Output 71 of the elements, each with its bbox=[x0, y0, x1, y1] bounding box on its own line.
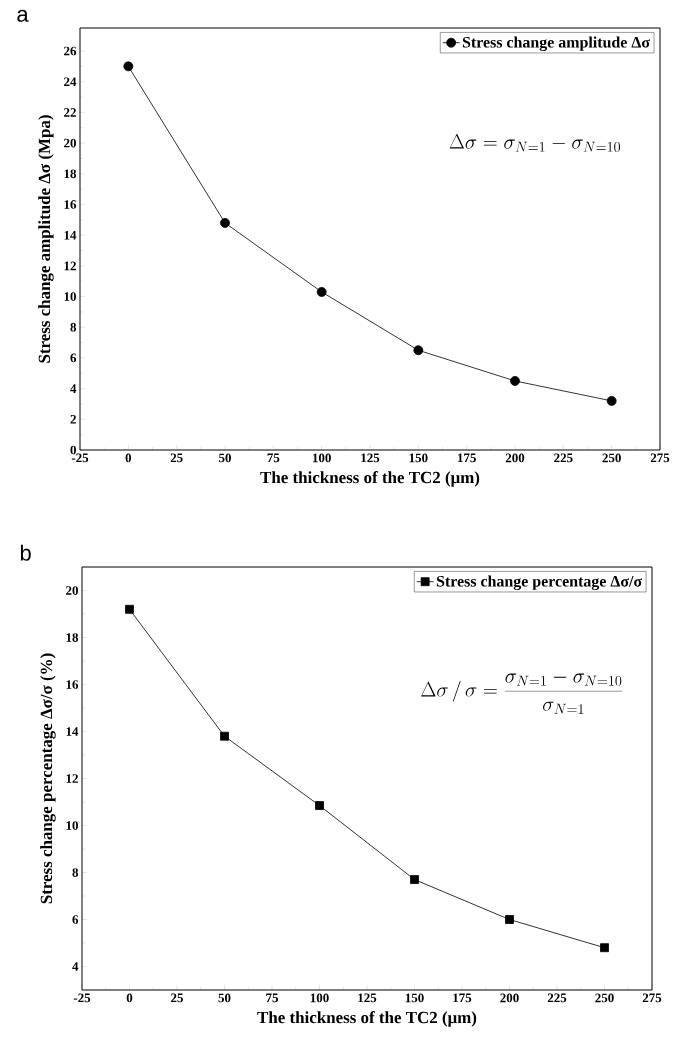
y-tick-label: 6 bbox=[70, 353, 77, 363]
y-tick-label: 4 bbox=[70, 384, 77, 393]
x-tick-label: -25 bbox=[73, 993, 91, 1003]
point bbox=[510, 376, 520, 386]
x-tick-label: 150 bbox=[409, 453, 428, 463]
x-tick-label: 250 bbox=[602, 453, 621, 463]
x-tick-label: 0 bbox=[125, 453, 132, 463]
y-tick-label: 16 bbox=[66, 680, 79, 689]
x-tick-label: 25 bbox=[170, 453, 183, 463]
y-tick-label: 12 bbox=[64, 261, 76, 271]
x-tick-label: 275 bbox=[642, 993, 662, 1003]
x-tick-label: 75 bbox=[266, 993, 278, 1003]
y-tick-label: 18 bbox=[66, 633, 79, 642]
x-tick-label: 275 bbox=[650, 453, 670, 463]
y-axis-title: Stress change percentage Δσ/σ (%) bbox=[40, 653, 56, 904]
x-tick-label: 175 bbox=[457, 453, 476, 463]
y-tick-label: 8 bbox=[72, 868, 79, 877]
x-tick-label: 250 bbox=[595, 993, 614, 1003]
x-tick-label: 75 bbox=[267, 453, 280, 463]
x-tick-label: 200 bbox=[505, 453, 525, 463]
y-tick-label: 14 bbox=[64, 230, 77, 240]
y-tick-label: 20 bbox=[64, 138, 76, 148]
legend-label: Stress change percentage Δσ/σ bbox=[436, 575, 643, 590]
y-tick-label: 16 bbox=[64, 200, 77, 209]
annotation: $\Delta\sigma=\sigma_{N=1}-\sigma_{N=10}$ bbox=[449, 133, 620, 152]
x-tick-label: 25 bbox=[171, 993, 183, 1003]
point bbox=[315, 801, 324, 810]
y-tick-label: 22 bbox=[64, 108, 76, 117]
y-tick-label: 20 bbox=[66, 586, 78, 595]
x-tick-label: 50 bbox=[218, 993, 231, 1003]
x-axis-title: The thickness of the TC2 (μm) bbox=[257, 1011, 477, 1027]
point bbox=[600, 943, 609, 953]
x-tick-label: 225 bbox=[547, 993, 567, 1003]
y-tick-label: 24 bbox=[64, 77, 77, 86]
y-tick-label: 14 bbox=[66, 727, 79, 736]
y-tick-label: 2 bbox=[70, 415, 76, 424]
point bbox=[413, 345, 424, 356]
x-tick-label: 175 bbox=[453, 993, 472, 1003]
point bbox=[410, 875, 419, 884]
point bbox=[125, 604, 134, 614]
y-tick-label: 6 bbox=[72, 915, 79, 924]
y-tick-label: 8 bbox=[70, 322, 77, 332]
x-axis-title: The thickness of the TC2 (μm) bbox=[260, 471, 480, 487]
x-tick-label: 0 bbox=[126, 993, 133, 1003]
y-tick-label: 10 bbox=[66, 821, 78, 830]
chart-title: a bbox=[17, 9, 29, 22]
x-tick-label: -25 bbox=[71, 453, 89, 463]
point bbox=[316, 287, 327, 297]
x-tick-label: 125 bbox=[361, 453, 380, 463]
y-tick-label: 26 bbox=[64, 46, 77, 56]
x-tick-label: 150 bbox=[405, 993, 424, 1003]
x-tick-label: 200 bbox=[500, 993, 519, 1003]
y-axis-title: Stress change amplitude Δσ (Mpa) bbox=[38, 115, 54, 363]
y-tick-label: 0 bbox=[70, 445, 76, 455]
y-tick-label: 4 bbox=[72, 962, 79, 971]
point bbox=[505, 915, 514, 924]
legend-label: Stress change amplitude Δσ bbox=[462, 36, 650, 51]
x-tick-label: 100 bbox=[310, 993, 329, 1003]
x-tick-label: 100 bbox=[312, 453, 331, 463]
y-tick-label: 12 bbox=[66, 774, 78, 783]
annotation: $\Delta\sigma\,/\,\sigma=\frac{\sigma_{N=1}-\sigma_{N=10}}{\sigma_{N=1}}$ bbox=[421, 673, 623, 714]
x-tick-label: 225 bbox=[554, 453, 573, 463]
chart-title: b bbox=[20, 544, 31, 561]
y-tick-label: 18 bbox=[64, 169, 77, 179]
x-tick-label: 50 bbox=[219, 453, 231, 463]
point bbox=[606, 396, 617, 406]
y-tick-label: 10 bbox=[64, 292, 76, 301]
point bbox=[220, 217, 230, 228]
point bbox=[220, 731, 229, 741]
x-tick-label: 125 bbox=[358, 993, 377, 1003]
point bbox=[123, 61, 134, 72]
